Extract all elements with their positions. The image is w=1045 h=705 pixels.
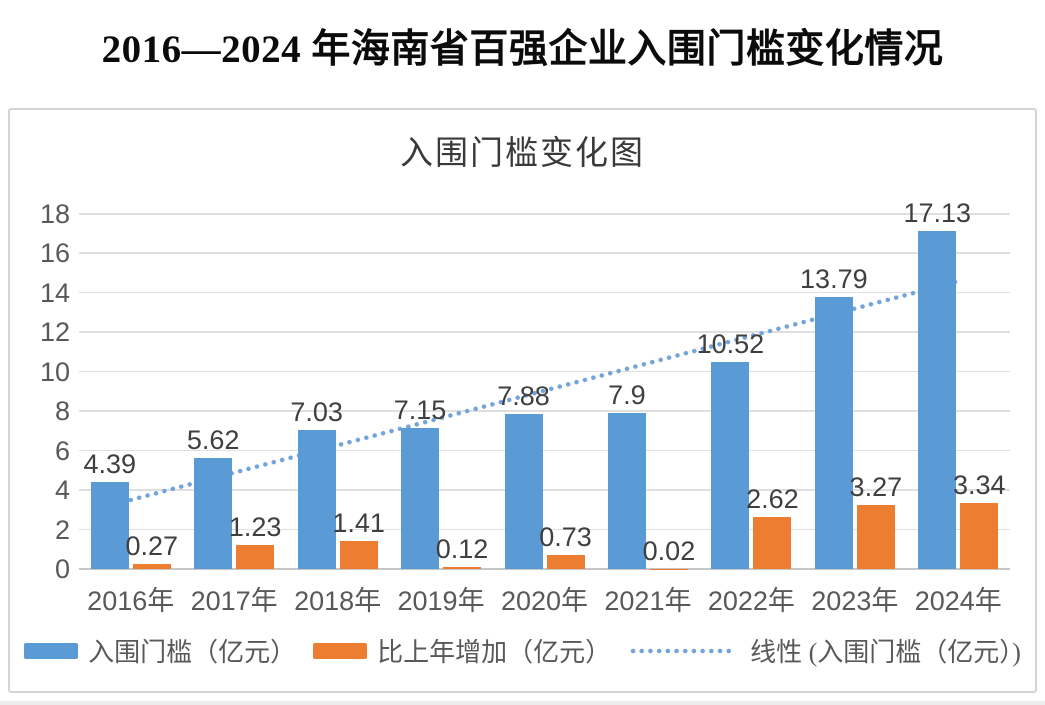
gridline-10	[79, 370, 1010, 373]
data-label-threshold-2016年: 4.39	[83, 449, 136, 480]
data-label-threshold-2024年: 17.13	[903, 198, 972, 229]
bar-increase-2024年	[960, 503, 999, 569]
x-tick-label-2017年: 2017年	[190, 586, 278, 616]
data-label-increase-2024年: 3.34	[952, 470, 1006, 501]
gridline-14	[79, 291, 1010, 294]
gridline-12	[79, 331, 1010, 333]
data-label-threshold-2022年: 10.52	[696, 328, 765, 359]
data-label-increase-2021年: 0.02	[642, 535, 696, 566]
legend-item-increase: 比上年增加（亿元）	[313, 632, 611, 669]
y-tick-label-16: 16	[39, 238, 70, 269]
legend-swatch-increase	[313, 642, 368, 659]
data-label-increase-2020年: 0.73	[539, 521, 592, 552]
gridline-16	[79, 252, 1010, 255]
legend-swatch-threshold	[24, 642, 79, 659]
data-label-threshold-2019年: 7.15	[393, 394, 447, 425]
y-tick-label-6: 6	[54, 435, 70, 466]
bar-threshold-2022年	[711, 361, 750, 569]
data-label-threshold-2020年: 7.88	[497, 380, 550, 411]
bar-increase-2016年	[132, 563, 171, 569]
plot-area: 0 2 4 6 8 10 12 14 16 18 4.39 5.62 7.03 7.15 7.88 7.9 1…	[10, 110, 1035, 691]
bar-increase-2020年	[546, 554, 585, 569]
legend-item-threshold: 入围门槛（亿元）	[24, 632, 296, 669]
bar-threshold-2018年	[297, 430, 336, 569]
chart-title: 入围门槛变化图	[400, 136, 645, 172]
gridline-18	[79, 213, 1010, 215]
y-tick-label-8: 8	[54, 396, 70, 427]
x-tick-label-2019年: 2019年	[397, 586, 485, 616]
x-tick-label-2021年: 2021年	[604, 586, 692, 616]
legend-label-increase: 比上年增加（亿元）	[377, 638, 612, 667]
x-axis-line	[79, 568, 1010, 570]
bar-threshold-2024年	[918, 231, 957, 569]
x-tick-label-2024年: 2024年	[914, 586, 1002, 616]
x-tick-label-2020年: 2020年	[500, 586, 589, 616]
bar-threshold-2021年	[607, 413, 646, 569]
y-tick-label-10: 10	[39, 356, 70, 387]
legend: 入围门槛（亿元） 比上年增加（亿元） 线性 (入围门槛（亿元）)	[10, 632, 1035, 669]
x-tick-label-2023年: 2023年	[811, 586, 899, 616]
data-label-threshold-2018年: 7.03	[290, 397, 343, 428]
data-label-increase-2017年: 1.23	[228, 511, 282, 542]
legend-label-threshold: 入围门槛（亿元）	[88, 638, 297, 667]
page-title: 2016—2024 年海南省百强企业入围门槛变化情况	[101, 28, 944, 71]
legend-label-trendline: 线性 (入围门槛（亿元）)	[750, 638, 1021, 667]
y-tick-label-0: 0	[54, 554, 70, 584]
data-label-increase-2018年: 1.41	[332, 508, 385, 539]
x-tick-label-2018年: 2018年	[294, 586, 382, 616]
bar-increase-2018年	[339, 541, 378, 569]
bar-threshold-2020年	[504, 413, 543, 569]
bar-increase-2019年	[443, 566, 482, 569]
page-bottom-edge	[0, 701, 1045, 705]
y-tick-label-18: 18	[39, 199, 70, 229]
data-label-threshold-2023年: 13.79	[800, 264, 868, 295]
x-tick-label-2022年: 2022年	[707, 586, 795, 616]
y-tick-label-2: 2	[54, 514, 70, 545]
bar-increase-2023年	[856, 504, 895, 569]
y-tick-label-4: 4	[54, 475, 70, 506]
y-tick-label-12: 12	[39, 317, 70, 348]
gridline-2	[79, 528, 1010, 531]
bar-increase-2022年	[753, 517, 792, 569]
data-label-increase-2019年: 0.12	[435, 533, 489, 564]
bar-threshold-2017年	[194, 458, 233, 569]
data-label-threshold-2017年: 5.62	[186, 425, 240, 456]
bar-threshold-2016年	[90, 482, 129, 569]
data-label-increase-2016年: 0.27	[125, 530, 178, 561]
chart-frame: 入围门槛变化图 0 2 4 6 8 10 12 14 16 18 4.39 5.62 7.03 7.15…	[8, 108, 1037, 693]
x-tick-label-2016年: 2016年	[87, 586, 175, 616]
data-label-increase-2023年: 3.27	[849, 471, 903, 502]
y-tick-label-14: 14	[39, 277, 70, 308]
legend-item-trendline: 线性 (入围门槛（亿元）)	[628, 632, 1021, 669]
legend-trendline-sample-icon	[630, 648, 738, 653]
data-label-increase-2022年: 2.62	[746, 484, 799, 515]
bar-threshold-2023年	[814, 297, 853, 569]
bar-increase-2017年	[236, 544, 275, 569]
data-label-threshold-2021年: 7.9	[608, 380, 646, 411]
bar-threshold-2019年	[401, 427, 440, 569]
